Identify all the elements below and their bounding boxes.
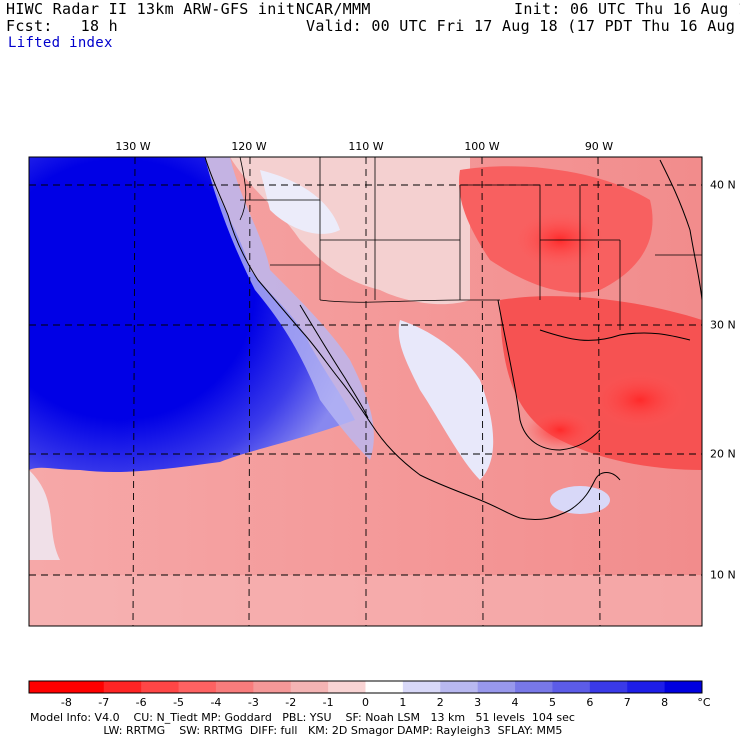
- colorbar-tick-label: -4: [210, 696, 222, 709]
- lon-label-110w: 110 W: [348, 140, 384, 153]
- field-name: Lifted index: [8, 35, 113, 51]
- valid-time: Valid: 00 UTC Fri 17 Aug 18 (17 PDT Thu …: [306, 17, 740, 35]
- colorbar-tick-label: 8: [661, 696, 669, 709]
- colorbar-segment: [215, 681, 254, 693]
- colorbar-tick-label: 4: [511, 696, 519, 709]
- organization: NCAR/MMM: [296, 0, 371, 18]
- colorbar-segment: [365, 681, 404, 693]
- lon-label-120w: 120 W: [231, 140, 267, 153]
- colorbar: [28, 680, 703, 694]
- colorbar-segment: [178, 681, 217, 693]
- lat-label-20n: 20 N: [710, 447, 736, 461]
- west-pale-patch: [29, 470, 60, 560]
- colorbar-tick-label: 0: [362, 696, 369, 709]
- colorbar-segment: [253, 681, 292, 693]
- colorbar-tick-label: 5: [548, 696, 556, 709]
- colorbar-segment: [552, 681, 591, 693]
- colorbar-tick-label: 1: [399, 696, 407, 709]
- colorbar-segment: [477, 681, 516, 693]
- model-title: HIWC Radar II 13km ARW-GFS init: [6, 0, 296, 18]
- colorbar-segment: [515, 681, 553, 693]
- colorbar-unit: °C: [697, 696, 711, 709]
- lat-label-40n: 40 N: [710, 178, 736, 192]
- model-info-line1: Model Info: V4.0 CU: N_Tiedt MP: Goddard…: [30, 711, 575, 724]
- lat-label-30n: 30 N: [710, 318, 736, 332]
- colorbar-segment: [141, 681, 180, 693]
- colorbar-segment: [627, 681, 666, 693]
- bay-of-campeche-patch: [550, 486, 610, 514]
- colorbar-tick-label: -3: [247, 696, 259, 709]
- colorbar-segment: [290, 681, 329, 693]
- coastal-transition: [205, 157, 374, 460]
- map-frame: [28, 156, 703, 627]
- colorbar-tick-label: -7: [98, 696, 110, 709]
- colorbar-tick-label: 2: [436, 696, 444, 709]
- lat-label-10n: 10 N: [710, 568, 736, 582]
- colorbar-tick-label: 6: [586, 696, 594, 709]
- forecast-hour: Fcst: 18 h: [6, 17, 118, 35]
- lon-label-90w: 90 W: [584, 140, 614, 153]
- colorbar-segment: [29, 681, 67, 693]
- colorbar-tick-label: 3: [474, 696, 482, 709]
- colorbar-segment: [103, 681, 142, 693]
- colorbar-tick-label: -8: [60, 696, 72, 709]
- itcz-band: [29, 575, 702, 626]
- lat-lon-grid: [29, 157, 702, 626]
- colorbar-tick-label: -5: [173, 696, 185, 709]
- init-time: Init: 06 UTC Thu 16 Aug 18: [514, 0, 740, 18]
- mexican-plateau: [398, 320, 494, 480]
- colorbar-tick-label: -6: [135, 696, 147, 709]
- colorbar-segment: [589, 681, 628, 693]
- colorbar-segment: [440, 681, 479, 693]
- lon-label-100w: 100 W: [464, 140, 500, 153]
- pacific-stable-region: [29, 157, 355, 473]
- hotspot-gulf: [590, 370, 690, 430]
- model-info-line2: LW: RRTMG SW: RRTMG DIFF: full KM: 2D Sm…: [30, 724, 563, 737]
- colorbar-segment: [66, 681, 105, 693]
- colorbar-segment: [664, 681, 703, 693]
- colorbar-tick-label: 7: [623, 696, 631, 709]
- colorbar-segment: [328, 681, 366, 693]
- colorbar-border: [28, 680, 703, 694]
- colorbar-segment: [402, 681, 441, 693]
- lon-label-130w: 130 W: [115, 140, 151, 153]
- hotspot-yucatan: [525, 410, 595, 450]
- colorbar-tick-label: -1: [322, 696, 334, 709]
- colorbar-tick-label: -2: [285, 696, 297, 709]
